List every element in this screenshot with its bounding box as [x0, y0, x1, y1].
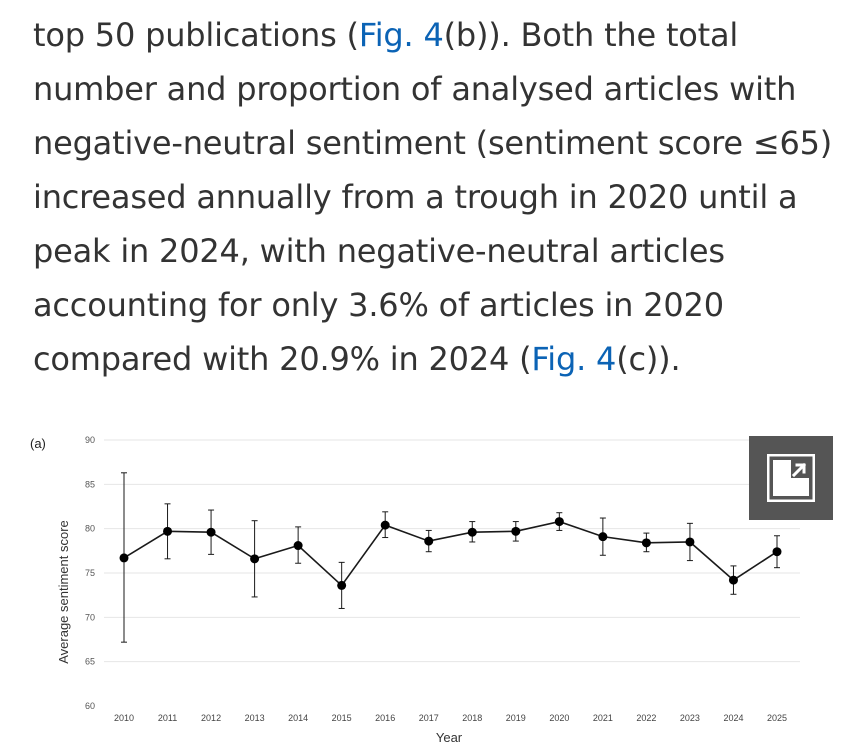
data-point [685, 537, 695, 547]
text-segment: compared with 20.9% in 2024 ( [33, 340, 532, 378]
data-point [424, 536, 434, 546]
x-tick-label: 2023 [680, 713, 700, 723]
y-tick-label: 80 [85, 524, 95, 534]
data-point [337, 580, 347, 590]
x-axis-label: Year [436, 730, 463, 745]
x-tick-label: 2024 [723, 713, 743, 723]
data-point [380, 520, 390, 530]
panel-label: (a) [30, 436, 46, 451]
data-point [163, 526, 173, 536]
y-axis-label: Average sentiment score [56, 520, 71, 664]
figure-4a: 60 65 70 75 80 85 90 2010 2011 2012 2013 2014 2015 20… [0, 420, 864, 752]
text-line-7: compared with 20.9% in 2024 (Fig. 4(c)). [33, 332, 833, 386]
x-tick-label: 2012 [201, 713, 221, 723]
x-tick-label: 2025 [767, 713, 787, 723]
data-point [206, 527, 216, 537]
data-point [119, 553, 129, 563]
y-tick-label: 65 [85, 657, 95, 667]
sentiment-line-chart: 60 65 70 75 80 85 90 2010 2011 2012 2013 2014 2015 20… [30, 435, 800, 745]
expand-icon [767, 454, 815, 502]
data-point [772, 547, 782, 557]
y-tick-label: 85 [85, 479, 95, 489]
article-paragraph: top 50 publications (Fig. 4(b)). Both th… [33, 8, 833, 386]
x-tick-label: 2013 [245, 713, 265, 723]
data-point [467, 527, 477, 537]
x-tick-label: 2019 [506, 713, 526, 723]
data-point [554, 517, 564, 527]
data-point [641, 538, 651, 548]
text-segment: (b)). Both the total [443, 16, 739, 54]
text-line-3: negative-neutral sentiment (sentiment sc… [33, 124, 833, 162]
x-tick-label: 2011 [158, 713, 177, 723]
x-tick-label: 2017 [419, 713, 439, 723]
text-segment: top 50 publications ( [33, 16, 359, 54]
figure-4-link[interactable]: Fig. 4 [358, 16, 444, 54]
y-tick-label: 60 [85, 701, 95, 711]
text-line-2: number and proportion of analysed articl… [33, 70, 797, 108]
text-line-5: peak in 2024, with negative-neutral arti… [33, 232, 725, 270]
sentiment-series-line [123, 520, 778, 587]
y-tick-label: 75 [85, 568, 95, 578]
text-line-1: top 50 publications (Fig. 4(b)). Both th… [33, 8, 833, 62]
x-tick-label: 2022 [636, 713, 656, 723]
data-point [598, 532, 608, 542]
text-line-4: increased annually from a trough in 2020… [33, 178, 798, 216]
x-tick-label: 2020 [549, 713, 569, 723]
x-tick-label: 2018 [462, 713, 482, 723]
text-line-6: accounting for only 3.6% of articles in … [33, 286, 724, 324]
data-point [511, 526, 521, 536]
y-tick-label: 70 [85, 612, 95, 622]
x-tick-label: 2015 [332, 713, 352, 723]
text-segment: (c)). [616, 340, 681, 378]
x-tick-label: 2021 [593, 713, 613, 723]
data-point [250, 554, 260, 564]
data-point [728, 575, 738, 585]
data-point [293, 541, 303, 551]
expand-figure-button[interactable] [749, 436, 833, 520]
x-tick-label: 2014 [288, 713, 308, 723]
figure-4-link[interactable]: Fig. 4 [531, 340, 617, 378]
x-tick-label: 2010 [114, 713, 134, 723]
y-tick-label: 90 [85, 435, 95, 445]
x-tick-label: 2016 [375, 713, 395, 723]
